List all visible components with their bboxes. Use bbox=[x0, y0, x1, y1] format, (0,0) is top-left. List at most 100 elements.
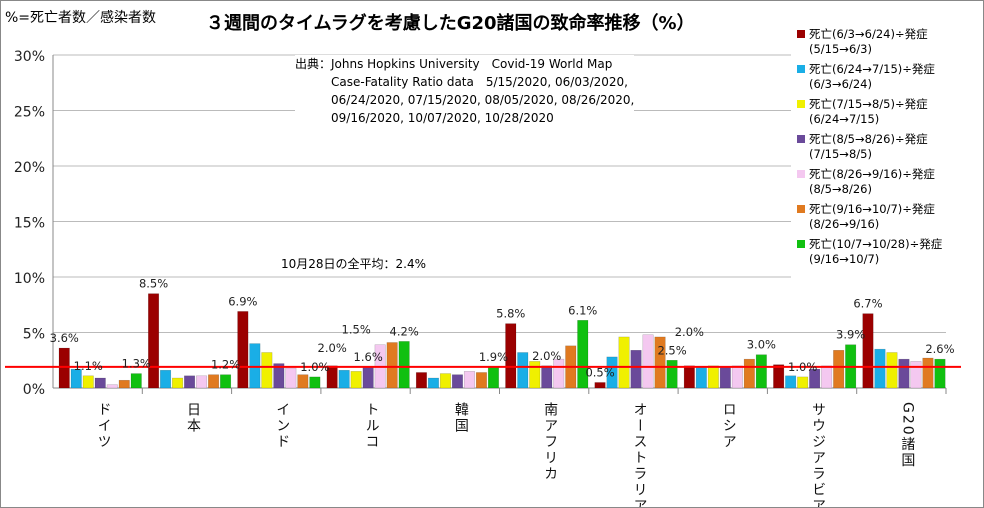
bar bbox=[577, 320, 589, 389]
x-tick-label: ロシア bbox=[721, 402, 737, 450]
legend-swatch bbox=[797, 170, 805, 178]
legend-swatch bbox=[797, 30, 805, 38]
x-tick-label: トルコ bbox=[364, 402, 380, 450]
data-label: 0.5% bbox=[585, 365, 614, 379]
bar bbox=[743, 358, 755, 389]
legend-swatch bbox=[797, 205, 805, 213]
bar bbox=[220, 374, 232, 389]
bar bbox=[630, 350, 642, 389]
data-label: 1.0% bbox=[788, 360, 817, 374]
bar bbox=[362, 366, 374, 389]
bar bbox=[487, 366, 499, 389]
bar bbox=[338, 369, 350, 389]
bar bbox=[773, 364, 785, 389]
bar bbox=[451, 374, 463, 389]
bar bbox=[666, 360, 678, 389]
y-tick-label: 5% bbox=[23, 327, 45, 343]
data-label: 3.9% bbox=[836, 328, 865, 342]
data-label: 6.1% bbox=[568, 303, 597, 317]
x-tick-label: 日本 bbox=[185, 402, 201, 434]
data-label: 2.0% bbox=[532, 349, 561, 363]
legend-sublabel: (5/15→6/3) bbox=[809, 42, 872, 56]
bar bbox=[785, 375, 797, 389]
bar bbox=[606, 356, 618, 389]
bar bbox=[386, 342, 398, 389]
legend-label: 死亡(8/5→8/26)÷発症 bbox=[809, 132, 928, 146]
chart-title: ３週間のタイムラグを考慮したG20諸国の致命率推移（%） bbox=[206, 13, 695, 34]
bar bbox=[755, 354, 767, 389]
bar bbox=[707, 365, 719, 389]
x-tick-label: オーストラリア bbox=[631, 402, 647, 507]
legend-label: 死亡(10/7→10/28)÷発症 bbox=[809, 237, 943, 251]
bar bbox=[934, 358, 946, 389]
legend-item: 死亡(7/15→8/5)÷発症 (6/24→7/15) bbox=[797, 97, 983, 132]
bar bbox=[118, 379, 130, 389]
bar bbox=[237, 311, 249, 389]
legend-item: 死亡(6/3→6/24)÷発症 (5/15→6/3) bbox=[797, 27, 983, 62]
bar bbox=[106, 384, 118, 389]
legend: 死亡(6/3→6/24)÷発症 (5/15→6/3) 死亡(6/24→7/15)÷発… bbox=[797, 27, 983, 272]
x-tick-label: 韓国 bbox=[453, 402, 469, 434]
data-label: 1.3% bbox=[122, 357, 151, 371]
bar bbox=[731, 365, 743, 389]
bar bbox=[94, 377, 106, 389]
y-tick-label: 30% bbox=[14, 49, 45, 65]
legend-sublabel: (9/16→10/7) bbox=[809, 252, 880, 266]
bar bbox=[541, 365, 553, 389]
x-tick-label: G20諸国 bbox=[899, 402, 915, 469]
data-label: 6.7% bbox=[853, 297, 882, 311]
bar bbox=[517, 352, 529, 389]
bar bbox=[833, 350, 845, 389]
bar bbox=[398, 341, 410, 389]
bar bbox=[821, 365, 833, 389]
legend-sublabel: (6/3→6/24) bbox=[809, 77, 872, 91]
data-label: 3.0% bbox=[747, 338, 776, 352]
bar bbox=[898, 358, 910, 389]
bar bbox=[463, 371, 475, 389]
legend-label: 死亡(6/3→6/24)÷発症 bbox=[809, 27, 928, 41]
bar bbox=[285, 367, 297, 389]
data-label: 2.6% bbox=[925, 342, 954, 356]
bar bbox=[297, 374, 309, 389]
bar bbox=[809, 368, 821, 389]
bar bbox=[618, 336, 630, 389]
legend-item: 死亡(10/7→10/28)÷発症 (9/16→10/7) bbox=[797, 237, 983, 272]
bar bbox=[594, 382, 606, 389]
legend-item: 死亡(8/26→9/16)÷発症 (8/5→8/26) bbox=[797, 167, 983, 202]
bar bbox=[439, 373, 451, 389]
data-label: 8.5% bbox=[139, 277, 168, 291]
bar bbox=[172, 377, 184, 389]
legend-sublabel: (8/26→9/16) bbox=[809, 217, 880, 231]
bar bbox=[874, 348, 886, 389]
x-tick-label: ドイツ bbox=[96, 402, 112, 450]
bar bbox=[273, 363, 285, 389]
bar bbox=[695, 366, 707, 389]
data-label: 1.5% bbox=[342, 322, 371, 336]
y-axis-label: %=死亡者数／感染者数 bbox=[5, 10, 157, 26]
legend-label: 死亡(8/26→9/16)÷発症 bbox=[809, 167, 935, 181]
legend-sublabel: (6/24→7/15) bbox=[809, 112, 880, 126]
legend-label: 死亡(6/24→7/15)÷発症 bbox=[809, 62, 935, 76]
data-label: 5.8% bbox=[496, 307, 525, 321]
bar bbox=[58, 347, 70, 389]
bar bbox=[70, 368, 82, 389]
bar bbox=[505, 323, 517, 389]
bar bbox=[309, 376, 321, 389]
legend-swatch bbox=[797, 65, 805, 73]
bar bbox=[553, 358, 565, 389]
bar bbox=[910, 361, 922, 389]
bar bbox=[249, 343, 261, 389]
data-label: 1.1% bbox=[74, 359, 103, 373]
bar bbox=[350, 371, 362, 389]
data-label: 1.6% bbox=[354, 350, 383, 364]
bar bbox=[82, 375, 94, 389]
bar bbox=[427, 377, 439, 389]
data-label: 1.0% bbox=[300, 360, 329, 374]
bar bbox=[862, 313, 874, 389]
bar bbox=[208, 374, 220, 389]
y-tick-label: 25% bbox=[14, 105, 45, 121]
legend-item: 死亡(9/16→10/7)÷発症 (8/26→9/16) bbox=[797, 202, 983, 237]
bar bbox=[415, 372, 427, 389]
